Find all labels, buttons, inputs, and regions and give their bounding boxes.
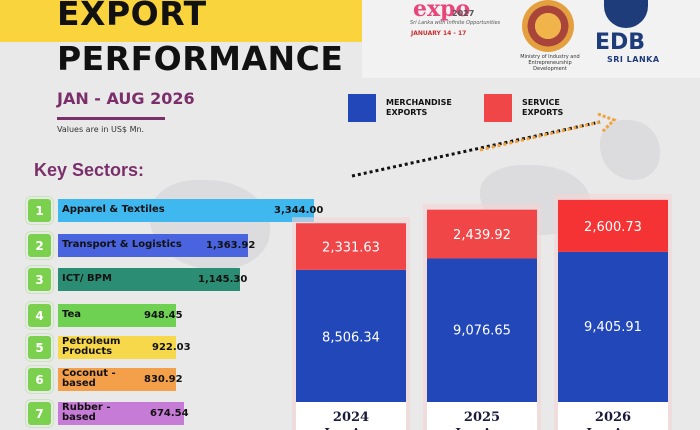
ministry-seal-icon <box>522 0 574 52</box>
legend-label-service: SERVICE EXPORTS <box>522 98 564 117</box>
category-box <box>427 402 537 430</box>
expo-logo: expo <box>413 0 471 22</box>
data-label-merchandise: 9,405.91 <box>584 320 642 335</box>
sector-bar: Petroleum Products 922.03 <box>58 336 191 359</box>
sector-bar: Transport & Logistics 1,363.92 <box>58 234 255 257</box>
sector-bar: ICT/ BPM 1,145.30 <box>58 268 247 291</box>
bar-service <box>427 209 537 259</box>
bar-service <box>296 223 406 270</box>
x-tick-sublabel: Jan-Aug <box>585 426 640 430</box>
data-label-merchandise: 9,076.65 <box>453 324 511 339</box>
sector-rank-badge: 6 <box>28 368 51 391</box>
title-band <box>0 0 362 42</box>
sector-rank-badge: 2 <box>28 234 51 257</box>
sector-bar: Rubber - based 674.54 <box>58 402 189 425</box>
legend-swatch-merchandise <box>348 94 376 122</box>
bar-service <box>558 199 668 252</box>
x-tick-label: 2024 <box>333 410 369 425</box>
ministry-name: Ministry of Industry and Entrepreneurshi… <box>520 54 580 72</box>
data-label-merchandise: 8,506.34 <box>322 330 380 345</box>
sector-label: ICT/ BPM <box>62 273 112 284</box>
sector-label: Apparel & Textiles <box>62 204 165 215</box>
bar-merchandise <box>558 251 668 430</box>
expo-tagline: Sri Lanka with Infinite Opportunities <box>410 20 501 26</box>
legend-swatch-service <box>484 94 512 122</box>
legend-label-merchandise: MERCHANDISE EXPORTS <box>386 98 452 117</box>
x-tick-label: 2025 <box>464 410 500 425</box>
x-tick-sublabel: Jan-Aug <box>323 426 378 430</box>
sector-bar: Apparel & Textiles 3,344.00 <box>58 199 323 222</box>
edb-logo: EDB <box>595 30 646 55</box>
sector-value: 674.54 <box>150 408 189 419</box>
trend-line-orange <box>479 120 601 152</box>
sector-label: Transport & Logistics <box>62 239 182 250</box>
sector-rank-badge: 4 <box>28 304 51 327</box>
period-subtitle: JAN - AUG 2026 <box>57 89 195 108</box>
units-note: Values are in US$ Mn. <box>57 125 145 134</box>
data-label-service: 2,331.63 <box>322 241 380 256</box>
sector-label: Coconut - based <box>62 368 116 389</box>
bar-merchandise <box>427 258 537 430</box>
expo-dates: JANUARY 14 - 17 <box>411 30 467 37</box>
sector-value: 922.03 <box>152 342 191 353</box>
expo-year: 2027 <box>452 9 475 18</box>
sector-rank-badge: 3 <box>28 268 51 291</box>
map-blob-3 <box>600 120 660 180</box>
x-tick-label: 2026 <box>595 410 631 425</box>
sector-label: Rubber - based <box>62 402 111 423</box>
sector-value: 830.92 <box>144 374 183 385</box>
edb-sub: SRI LANKA <box>607 55 660 64</box>
sector-bar: Tea 948.45 <box>58 304 183 327</box>
sector-rank-badge: 7 <box>28 402 51 425</box>
category-box <box>558 402 668 430</box>
data-label-service: 2,600.73 <box>584 220 642 235</box>
x-tick-sublabel: Jan-Aug <box>454 426 509 430</box>
sector-label: Petroleum Products <box>62 336 121 357</box>
data-label-service: 2,439.92 <box>453 228 511 243</box>
page-title-line2: PERFORMANCE <box>57 39 344 78</box>
page-title-line1: EXPORT <box>57 0 207 33</box>
key-sectors-heading: Key Sectors: <box>34 160 145 180</box>
sector-label: Tea <box>62 309 82 320</box>
category-box <box>296 402 406 430</box>
sector-rank-badge: 1 <box>28 199 51 222</box>
sector-value: 948.45 <box>144 310 183 321</box>
subtitle-divider <box>57 117 165 120</box>
sector-value: 3,344.00 <box>274 205 324 216</box>
trend-arrow-head <box>597 112 617 134</box>
sector-rank-badge: 5 <box>28 336 51 359</box>
sector-bar: Coconut - based 830.92 <box>58 368 183 391</box>
sector-value: 1,145.30 <box>198 274 248 285</box>
sector-value: 1,363.92 <box>206 240 256 251</box>
